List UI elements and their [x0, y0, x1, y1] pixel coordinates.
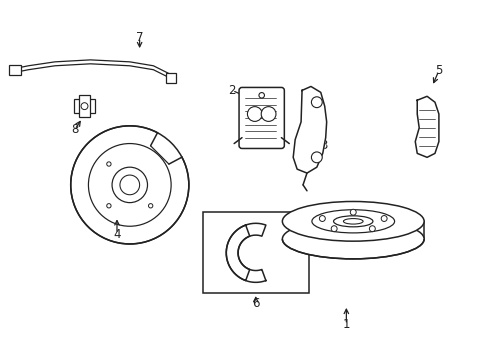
Polygon shape [71, 126, 188, 244]
Circle shape [247, 107, 262, 121]
Bar [202, 212, 308, 293]
Ellipse shape [311, 210, 394, 233]
Ellipse shape [343, 218, 363, 224]
Circle shape [311, 152, 321, 163]
Text: 3: 3 [319, 139, 327, 152]
Polygon shape [293, 86, 326, 173]
Text: 8: 8 [71, 123, 78, 136]
Polygon shape [226, 223, 265, 282]
Text: 4: 4 [113, 228, 121, 241]
FancyBboxPatch shape [78, 95, 90, 117]
Circle shape [106, 203, 111, 208]
Circle shape [148, 203, 152, 208]
FancyBboxPatch shape [239, 87, 284, 149]
Circle shape [81, 103, 88, 110]
Ellipse shape [333, 216, 372, 227]
Polygon shape [414, 96, 438, 157]
Circle shape [369, 226, 375, 232]
Circle shape [112, 167, 147, 203]
Circle shape [106, 162, 111, 166]
Text: 2: 2 [228, 84, 235, 97]
Text: 1: 1 [342, 318, 349, 331]
Circle shape [349, 209, 355, 215]
FancyBboxPatch shape [166, 73, 176, 82]
Circle shape [319, 216, 325, 221]
Text: 6: 6 [252, 297, 259, 310]
FancyBboxPatch shape [74, 99, 95, 113]
Circle shape [311, 97, 321, 107]
Circle shape [331, 226, 336, 232]
Polygon shape [226, 225, 249, 281]
Circle shape [258, 92, 264, 98]
Circle shape [261, 107, 275, 121]
Ellipse shape [282, 201, 423, 241]
Ellipse shape [282, 219, 423, 259]
Text: 5: 5 [434, 64, 442, 77]
FancyBboxPatch shape [9, 65, 20, 75]
Text: 7: 7 [136, 31, 143, 44]
Circle shape [120, 175, 139, 195]
Circle shape [380, 216, 386, 221]
